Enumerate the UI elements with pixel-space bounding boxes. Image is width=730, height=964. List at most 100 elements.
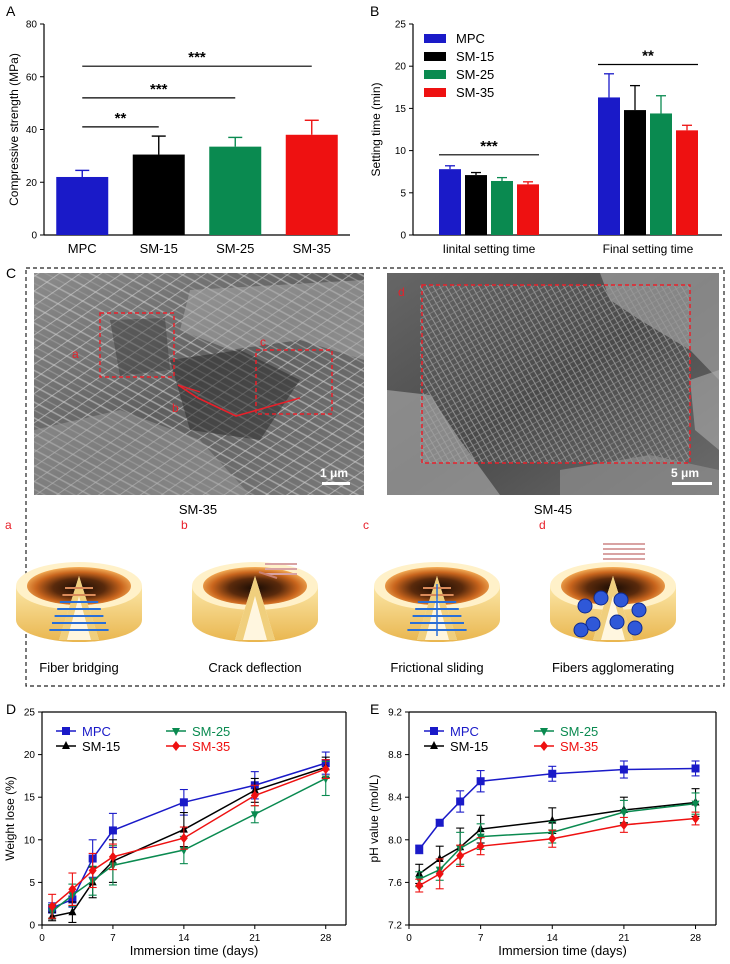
x-axis-label: Immersion time (days): [130, 943, 259, 958]
significance-label: ***: [480, 138, 498, 155]
legend-label: SM-15: [450, 739, 488, 754]
data-point: [619, 819, 628, 830]
y-tick-label: 10: [395, 146, 407, 157]
panel-label-a: A: [6, 3, 16, 19]
legend-label: MPC: [82, 724, 111, 739]
data-point: [456, 797, 465, 806]
bar-sm-35: [285, 134, 338, 235]
legend-label: SM-25: [560, 724, 598, 739]
data-point: [62, 741, 70, 749]
mechanism-letter: a: [5, 518, 12, 532]
y-tick-label: 15: [395, 104, 407, 115]
panel-label-b: B: [370, 3, 379, 19]
legend-label: SM-35: [192, 739, 230, 754]
region-d-box: [421, 284, 691, 464]
mechanism-letter: b: [181, 518, 188, 532]
y-tick-label: 25: [24, 708, 36, 719]
legend-swatch-sm-15: [424, 52, 446, 61]
data-point: [430, 741, 438, 749]
legend-label: SM-35: [456, 85, 494, 100]
data-point: [435, 868, 444, 879]
region-a-box: [99, 312, 175, 378]
mechanism-illustrations: a Fiber bridging b Crack deflection c Frictio…: [5, 518, 676, 675]
mechanism-label: Crack deflection: [208, 660, 301, 675]
x-tick-label: SM-15: [140, 241, 178, 256]
data-point: [435, 853, 444, 862]
mechanism-letter: d: [539, 518, 546, 532]
fiber-cluster: [631, 602, 647, 618]
bar-sm-15: [465, 175, 487, 235]
x-tick-label: 0: [39, 933, 45, 944]
data-point: [250, 811, 259, 820]
legend-label: MPC: [456, 31, 485, 46]
y-tick-label: 0: [400, 231, 406, 242]
mechanism-crack-deflection: b Crack deflection: [181, 518, 318, 675]
data-point: [435, 818, 444, 827]
mechanism-label: Frictional sliding: [390, 660, 483, 675]
data-point: [108, 851, 117, 862]
mechanism-frictional-sliding: c Frictional sliding: [363, 518, 500, 675]
y-tick-label: 9.2: [388, 708, 402, 719]
compressive-strength-chart: 0 20 40 60 80 Compressive strength (MPa) MPC SM…: [7, 20, 350, 256]
bar-sm-35: [676, 130, 698, 235]
data-point: [430, 727, 438, 735]
x-tick-label: Final setting time: [603, 242, 694, 256]
significance-label: **: [642, 48, 654, 65]
fiber-cluster: [585, 616, 601, 632]
fiber-cluster: [613, 592, 629, 608]
series-sm-35: [415, 811, 700, 893]
data-point: [179, 833, 188, 844]
scale-label-left: 1 μm: [320, 466, 348, 480]
scale-bar-left: [322, 482, 350, 485]
data-point: [68, 907, 77, 916]
bar-sm-25: [209, 146, 262, 235]
y-tick-label: 20: [26, 178, 38, 189]
y-tick-label: 0: [31, 231, 37, 242]
y-tick-label: 5: [400, 188, 406, 199]
x-tick-label: 28: [320, 933, 332, 944]
mechanism-letter: c: [363, 518, 369, 532]
y-tick-label: 25: [395, 20, 407, 31]
data-point: [62, 727, 70, 735]
data-point: [321, 775, 330, 784]
bar-mpc: [598, 97, 620, 235]
y-tick-label: 20: [395, 62, 407, 73]
region-d-label: d: [398, 285, 405, 299]
region-a-label: a: [72, 347, 79, 361]
mechanism-fibers-agglomerating: d Fibers agglomerating: [539, 518, 676, 675]
x-tick-label: 14: [547, 933, 559, 944]
y-tick-label: 15: [24, 793, 36, 804]
y-tick-label: 60: [26, 72, 38, 83]
data-point: [540, 728, 548, 736]
y-tick-label: 7.2: [388, 921, 402, 932]
legend-label: SM-25: [192, 724, 230, 739]
region-c-label: c: [260, 335, 266, 349]
data-point: [456, 850, 465, 861]
x-tick-label: Iinital setting time: [443, 242, 536, 256]
ph-value-chart: 7.2 7.6 8.0 8.4 8.8 9.2 pH value (mol/L) 0 7 14 21…: [367, 708, 717, 958]
x-tick-label: 21: [249, 933, 261, 944]
x-tick-label: 21: [618, 933, 630, 944]
y-tick-label: 7.6: [388, 878, 402, 889]
x-tick-label: SM-35: [293, 241, 331, 256]
region-c-box: [255, 349, 333, 415]
legend-label: SM-35: [560, 739, 598, 754]
x-tick-label: MPC: [68, 241, 97, 256]
data-point: [415, 845, 424, 854]
fiber-cluster: [577, 598, 593, 614]
y-tick-label: 8.8: [388, 750, 402, 761]
x-tick-label: SM-25: [216, 241, 254, 256]
scale-bar-right: [672, 482, 712, 485]
legend-swatch-mpc: [424, 34, 446, 43]
x-tick-label: 28: [690, 933, 702, 944]
bar-sm-15: [132, 154, 185, 235]
sem-caption-right: SM-45: [534, 502, 572, 517]
mechanism-panel-border: [25, 267, 725, 687]
data-point: [108, 826, 117, 835]
bar-sm-25: [650, 113, 672, 235]
x-axis-label: Immersion time (days): [498, 943, 627, 958]
scale-label-right: 5 μm: [671, 466, 699, 480]
x-tick-label: 7: [478, 933, 484, 944]
data-point: [619, 809, 628, 818]
